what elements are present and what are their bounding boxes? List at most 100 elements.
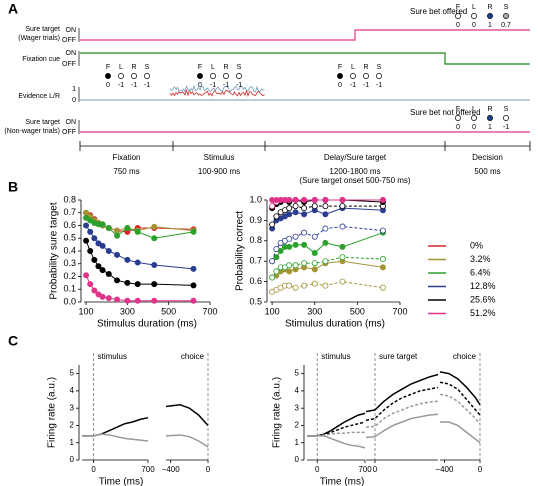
series-line <box>307 421 366 437</box>
data-point <box>99 267 106 274</box>
on-label: ON <box>66 50 77 57</box>
target-icon <box>223 73 229 79</box>
data-point <box>311 196 318 203</box>
x-tick-label: 300 <box>120 306 135 316</box>
data-point <box>95 263 102 270</box>
data-point <box>301 211 308 218</box>
target-letter: L <box>119 64 123 71</box>
target-value: 0.7 <box>501 22 511 29</box>
data-point <box>151 281 158 288</box>
target-letter: R <box>131 64 136 71</box>
series-line <box>165 434 209 448</box>
data-point <box>91 287 98 294</box>
data-point <box>99 221 106 228</box>
target-letter: S <box>504 106 509 113</box>
series-line <box>271 207 383 229</box>
data-point <box>273 254 280 261</box>
row-label: Sure target <box>25 119 60 126</box>
data-point <box>292 196 299 203</box>
target-value: 0 <box>472 124 476 131</box>
evidence-tick: 1 <box>72 86 76 93</box>
y-tick-label: 1 <box>70 438 75 447</box>
off-label: OFF <box>62 129 76 136</box>
y-tick-label: 0.7 <box>63 207 76 217</box>
y-tick-label: 3 <box>295 403 300 412</box>
x-tick-label: 0 <box>478 465 483 474</box>
subpanel-title: choice <box>453 352 477 361</box>
data-point <box>114 277 121 284</box>
series-line <box>440 421 481 444</box>
target-icon <box>210 73 216 79</box>
target-icon <box>487 115 493 121</box>
data-point <box>114 251 121 258</box>
data-point <box>269 221 276 228</box>
data-point <box>301 205 308 212</box>
target-icon <box>236 73 242 79</box>
data-point <box>114 227 121 234</box>
x-tick-label: 500 <box>161 306 176 316</box>
data-point <box>311 280 318 287</box>
epoch-duration: 100-900 ms <box>198 167 240 176</box>
data-point <box>105 247 112 254</box>
target-value: 0 <box>472 22 476 29</box>
data-point <box>99 293 106 300</box>
data-point <box>301 229 308 236</box>
y-tick-label: 0.5 <box>249 296 262 306</box>
target-value: 1 <box>488 124 492 131</box>
data-point <box>322 239 329 246</box>
y-tick-label: 3 <box>70 403 75 412</box>
target-value: 0 <box>338 82 342 89</box>
y-tick-label: 0.1 <box>63 284 76 294</box>
legend-label: 25.6% <box>470 294 496 304</box>
data-point <box>91 256 98 263</box>
target-icon <box>131 73 137 79</box>
epoch-name: Delay/Sure target <box>324 153 387 162</box>
data-point <box>286 243 293 250</box>
target-letter: S <box>377 64 382 71</box>
x-axis-title: Stimulus duration (ms) <box>97 319 197 330</box>
series-line <box>82 433 149 442</box>
data-point <box>190 282 197 289</box>
data-point <box>134 281 141 288</box>
subpanel-title: stimulus <box>321 352 350 361</box>
row-label: Sure target <box>25 26 60 33</box>
x-tick-label: −400 <box>435 465 454 474</box>
target-letter: R <box>363 64 368 71</box>
data-point <box>379 196 386 203</box>
target-icon <box>503 115 509 121</box>
data-point <box>322 258 329 265</box>
data-point <box>286 196 293 203</box>
epoch-duration: 500 ms <box>474 167 500 176</box>
target-value: -1 <box>363 82 369 89</box>
data-point <box>286 235 293 242</box>
target-letter: S <box>237 64 242 71</box>
row-label: (Wager trials) <box>18 35 60 42</box>
data-point <box>292 233 299 240</box>
series-line <box>439 381 481 416</box>
data-point <box>190 297 197 304</box>
data-point <box>83 237 90 244</box>
series-line <box>439 371 481 406</box>
x-axis-title: Stimulus duration (ms) <box>285 319 385 330</box>
target-letter: L <box>211 64 215 71</box>
panel-label: B <box>8 179 18 195</box>
target-icon <box>144 73 150 79</box>
series-line <box>165 403 209 426</box>
x-tick-label: 500 <box>350 306 365 316</box>
legend-label: 51.2% <box>470 308 496 318</box>
data-point <box>322 211 329 218</box>
data-point <box>269 274 276 281</box>
data-point <box>134 297 141 304</box>
off-label: OFF <box>62 61 76 68</box>
series-line <box>365 373 439 413</box>
x-tick-label: 700 <box>141 465 155 474</box>
y-tick-label: 0.2 <box>63 271 76 281</box>
y-axis-title: Firing rate (a.u.) <box>47 377 58 448</box>
data-point <box>91 235 98 242</box>
note: Sure bet offered <box>410 7 467 16</box>
target-icon <box>105 73 111 79</box>
target-icon <box>471 115 477 121</box>
data-point <box>292 262 299 269</box>
y-axis-title: Probability sure target <box>49 202 60 299</box>
